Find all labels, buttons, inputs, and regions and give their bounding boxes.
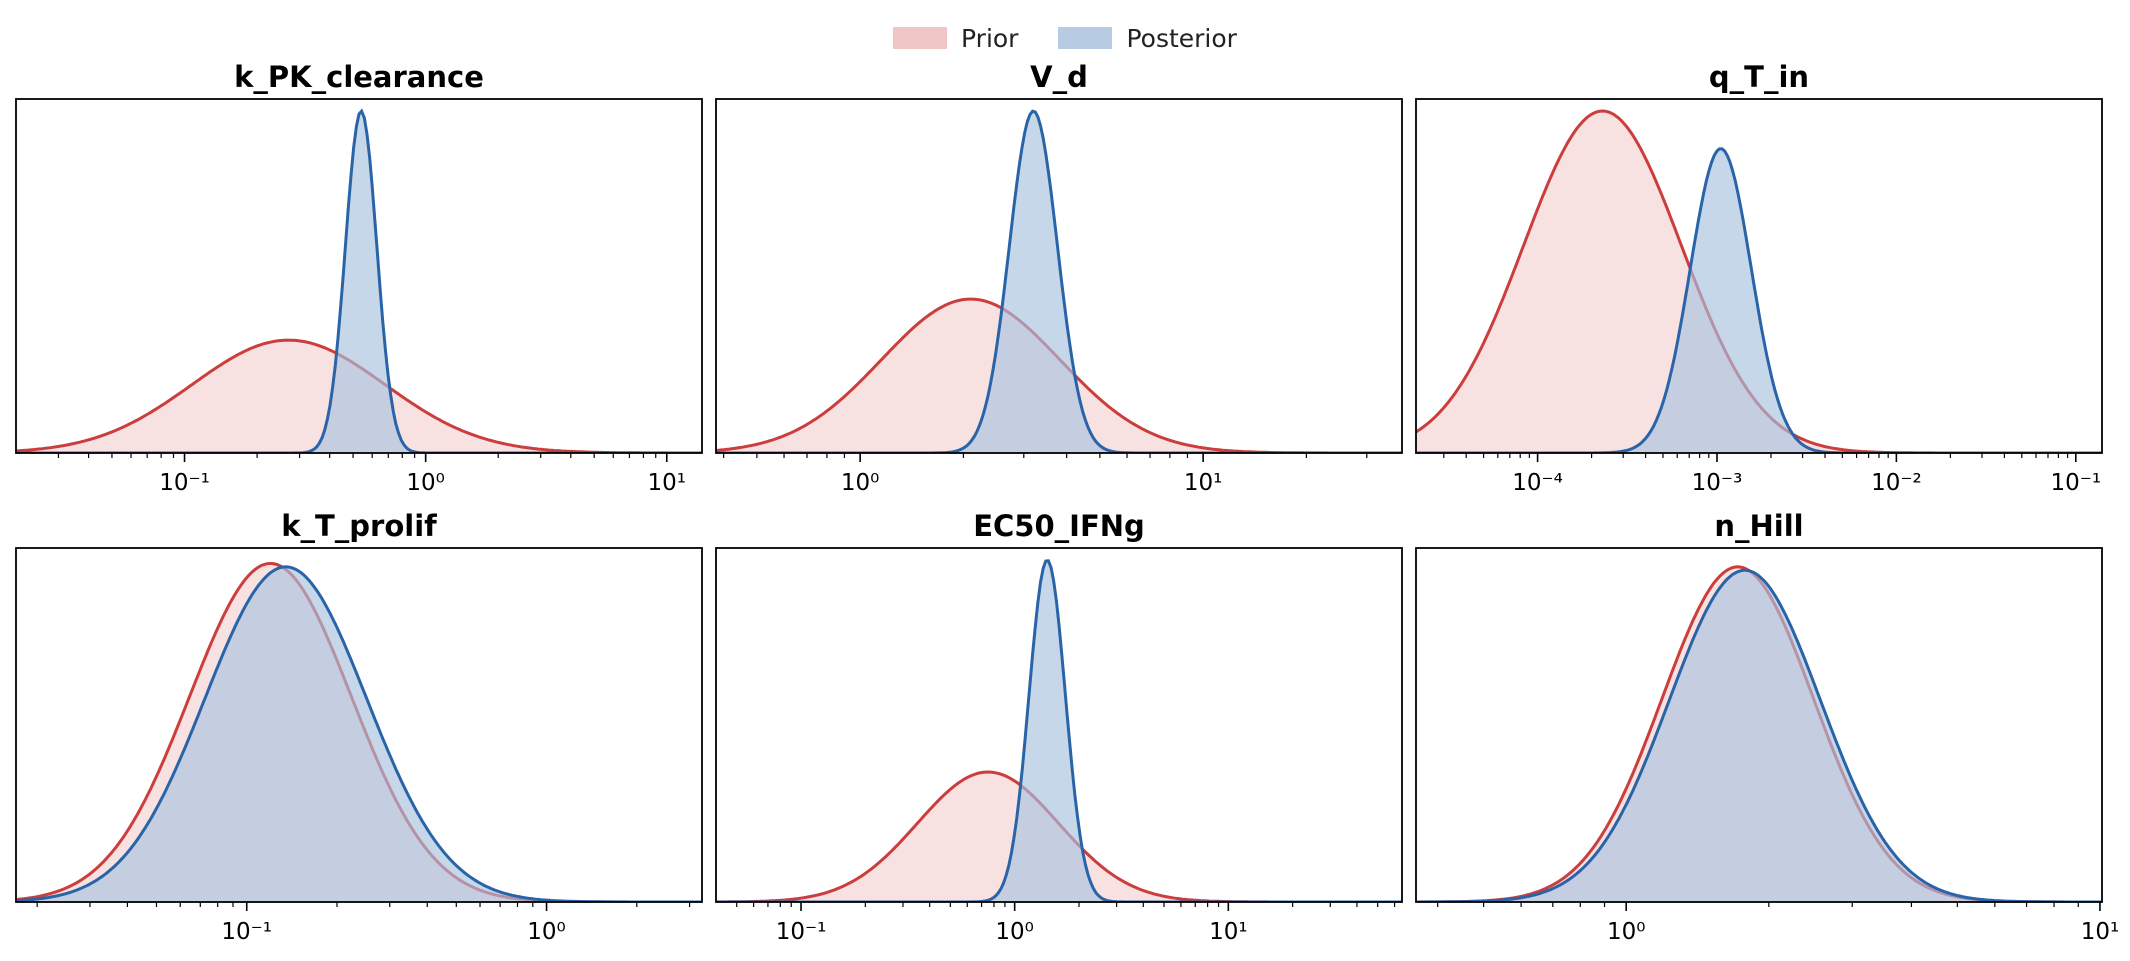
plot-area — [716, 109, 1402, 453]
panel-title: k_T_prolif — [281, 509, 437, 543]
axes-frame — [1415, 98, 2103, 454]
series-posterior-area — [16, 566, 702, 902]
panel-title: EC50_IFNg — [973, 509, 1145, 543]
tick-label: 10¹ — [2081, 919, 2120, 945]
plot-area — [16, 562, 702, 902]
tick-label: 10¹ — [1209, 919, 1248, 945]
panel-ec50-ifng: EC50_IFNg 10⁻¹ 10⁰ 10¹ — [715, 509, 1403, 945]
tick-label: 10⁰ — [406, 470, 445, 496]
panel-title: V_d — [1030, 60, 1088, 94]
tick-label: 10⁻³ — [1692, 470, 1743, 496]
tick-label: 10⁻¹ — [221, 919, 272, 945]
legend-label-posterior: Posterior — [1126, 23, 1237, 53]
tick-label: 10⁰ — [527, 919, 566, 945]
tick-label: 10⁻¹ — [2050, 470, 2101, 496]
plot-area — [1416, 109, 2102, 453]
series-posterior-line — [1416, 568, 2102, 902]
tick-label: 10⁰ — [1607, 919, 1646, 945]
series-posterior-line — [1416, 147, 2102, 453]
tick-label: 10¹ — [1184, 470, 1223, 496]
panel-k-pk-clearance: k_PK_clearance 10⁻¹ 10⁰ 10¹ — [15, 60, 703, 496]
panel-n-hill: n_Hill 10⁰ 10¹ — [1415, 509, 2120, 945]
series-posterior-area — [1416, 570, 2102, 902]
series-posterior-area — [16, 111, 702, 453]
tick-label: 10⁰ — [841, 470, 880, 496]
legend-item-posterior: Posterior — [1058, 24, 1237, 53]
legend-label-prior: Prior — [961, 23, 1019, 53]
legend-swatch-posterior — [1058, 27, 1113, 49]
tick-label: 10⁰ — [995, 919, 1034, 945]
panel-title: q_T_in — [1709, 60, 1809, 94]
panel-k-t-prolif: k_T_prolif 10⁻¹ 10⁰ — [15, 509, 703, 945]
legend-item-prior: Prior — [893, 24, 1018, 53]
legend: Prior Posterior — [0, 20, 2130, 56]
tick-label: 10⁻¹ — [159, 470, 210, 496]
axes-frame — [15, 98, 703, 454]
axes-frame — [1415, 547, 2103, 903]
axes-frame — [715, 547, 1403, 903]
axes-frame — [715, 98, 1403, 454]
series-posterior-area — [716, 111, 1402, 453]
plot-area — [716, 559, 1402, 902]
plot-area — [16, 108, 702, 453]
plot-area — [1416, 565, 2102, 902]
series-prior-area — [1416, 111, 2102, 453]
series-posterior-area — [716, 560, 1402, 902]
series-posterior-line — [716, 109, 1402, 453]
legend-swatch-prior — [893, 27, 948, 49]
tick-label: 10⁻⁴ — [1512, 470, 1563, 496]
tick-label: 10¹ — [648, 470, 687, 496]
panel-title: k_PK_clearance — [234, 60, 484, 94]
panel-q-t-in: q_T_in 10⁻⁴ 10⁻³ 10⁻² 10⁻¹ — [1415, 60, 2103, 496]
series-posterior-line — [16, 108, 702, 453]
axes-frame — [15, 547, 703, 903]
tick-label: 10⁻¹ — [776, 919, 827, 945]
tick-label: 10⁻² — [1871, 470, 1922, 496]
panel-title: n_Hill — [1714, 509, 1803, 543]
series-posterior-area — [1416, 148, 2102, 453]
series-posterior-line — [716, 559, 1402, 902]
panel-v-d: V_d 10⁰ 10¹ — [715, 60, 1403, 496]
